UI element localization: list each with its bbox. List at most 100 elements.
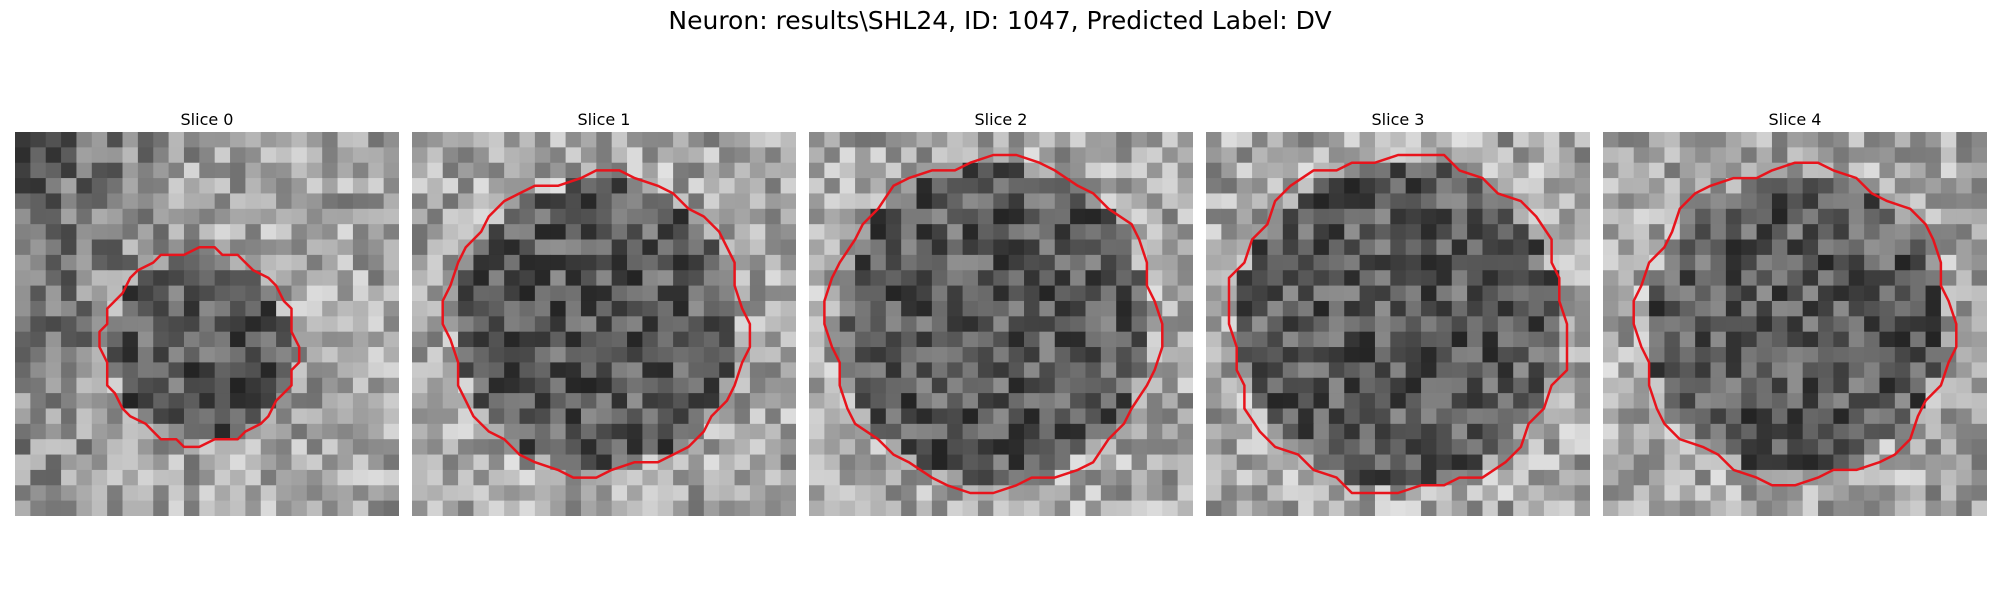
pixel (765, 331, 782, 348)
pixel (1910, 377, 1926, 394)
pixel (1054, 331, 1071, 348)
pixel (1206, 147, 1222, 164)
pixel (1267, 331, 1284, 348)
pixel (1024, 331, 1040, 348)
pixel (627, 132, 643, 148)
pixel (1710, 347, 1727, 363)
pixel (1771, 239, 1788, 256)
pixel (1603, 316, 1619, 333)
pixel (352, 423, 369, 440)
pixel (122, 147, 139, 164)
pixel (107, 423, 123, 440)
pixel (1282, 331, 1299, 348)
pixel (368, 208, 385, 225)
pixel (1864, 377, 1880, 394)
pixel (1513, 331, 1529, 348)
pixel (1206, 316, 1222, 333)
pixel (368, 347, 385, 363)
pixel (1054, 193, 1071, 210)
pixel (1756, 254, 1773, 271)
pixel (916, 132, 933, 148)
pixel (1236, 469, 1253, 486)
pixel (214, 178, 231, 194)
pixel (291, 254, 308, 271)
pixel (245, 331, 262, 348)
pixel (519, 485, 536, 502)
pixel (30, 423, 47, 440)
pixel (291, 224, 308, 240)
pixel (61, 469, 77, 486)
pixel (1146, 377, 1163, 394)
pixel (306, 347, 323, 363)
pixel (901, 208, 917, 225)
pixel (839, 162, 856, 179)
pixel (1451, 254, 1468, 271)
pixel (765, 147, 782, 164)
pixel (1008, 254, 1025, 271)
pixel (214, 224, 231, 240)
pixel (488, 316, 505, 333)
pixel (993, 500, 1010, 516)
pixel (1039, 208, 1056, 225)
pixel (596, 362, 613, 379)
pixel (749, 162, 766, 179)
pixel (977, 316, 994, 333)
pixel (1100, 132, 1117, 148)
pixel (809, 132, 825, 148)
pixel (1177, 285, 1193, 302)
pixel (519, 270, 536, 286)
pixel (519, 500, 536, 516)
pixel (1543, 500, 1560, 516)
pixel (1070, 331, 1086, 348)
pixel (1467, 316, 1483, 333)
pixel (855, 147, 871, 164)
pixel (1008, 331, 1025, 348)
pixel (931, 362, 948, 379)
pixel (1679, 300, 1696, 317)
pixel (1070, 147, 1086, 164)
pixel (1833, 316, 1850, 333)
pixel (1802, 316, 1819, 333)
pixel (855, 500, 871, 516)
pixel (1313, 285, 1330, 302)
pixel (1940, 270, 1957, 286)
pixel (412, 408, 428, 425)
pixel (1497, 224, 1514, 240)
pixel (15, 347, 31, 363)
pixel (565, 239, 582, 256)
pixel (199, 408, 216, 425)
pixel (839, 208, 856, 225)
pixel (719, 377, 735, 394)
pixel (947, 270, 963, 286)
pixel (442, 224, 459, 240)
pixel (1925, 254, 1942, 271)
pixel (1467, 208, 1483, 225)
pixel (488, 254, 505, 271)
pixel (1879, 147, 1896, 164)
pixel (1741, 331, 1757, 348)
pixel (1131, 331, 1148, 348)
pixel (1725, 285, 1742, 302)
pixel (412, 178, 428, 194)
pixel (1833, 147, 1850, 164)
pixel (1741, 254, 1757, 271)
pixel (1116, 254, 1132, 271)
pixel (337, 224, 354, 240)
pixel (1971, 239, 1987, 256)
pixel (1116, 147, 1132, 164)
pixel (673, 285, 689, 302)
pixel (519, 393, 536, 409)
pixel (1618, 224, 1635, 240)
pixel (962, 454, 979, 471)
pixel (1664, 331, 1681, 348)
pixel (916, 331, 933, 348)
pixel (550, 300, 566, 317)
pixel (627, 362, 643, 379)
pixel (1024, 270, 1040, 286)
pixel (473, 423, 490, 440)
pixel (91, 162, 108, 179)
pixel (749, 193, 766, 210)
pixel (199, 347, 216, 363)
pixel (1664, 132, 1681, 148)
pixel (1070, 239, 1086, 256)
